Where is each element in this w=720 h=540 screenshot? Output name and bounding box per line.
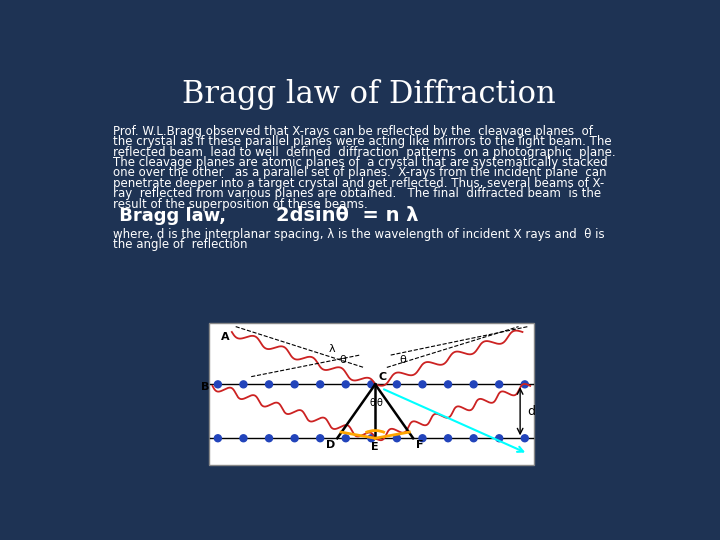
Circle shape (266, 381, 272, 388)
Text: D: D (325, 440, 335, 450)
Circle shape (495, 381, 503, 388)
Text: θ: θ (369, 398, 375, 408)
Circle shape (495, 435, 503, 442)
Text: one over the other   as a parallel set of planes.  X-rays from the incident plan: one over the other as a parallel set of … (113, 166, 607, 179)
Text: Prof. W.L.Bragg observed that X-rays can be reflected by the  cleavage planes  o: Prof. W.L.Bragg observed that X-rays can… (113, 125, 593, 138)
Text: ray  reflected from various planes are obtained.   The final  diffracted beam  i: ray reflected from various planes are ob… (113, 187, 601, 200)
Circle shape (291, 435, 298, 442)
Circle shape (215, 435, 221, 442)
Text: B: B (202, 382, 210, 393)
Text: λ: λ (329, 344, 336, 354)
Circle shape (291, 381, 298, 388)
Text: A: A (221, 332, 230, 342)
Circle shape (470, 381, 477, 388)
Circle shape (368, 435, 375, 442)
Circle shape (240, 435, 247, 442)
Circle shape (342, 435, 349, 442)
Circle shape (368, 381, 375, 388)
Circle shape (419, 435, 426, 442)
Text: d: d (527, 405, 535, 418)
Circle shape (215, 381, 221, 388)
Circle shape (317, 435, 324, 442)
Text: the crystal as if these parallel planes were acting like mirrors to the light be: the crystal as if these parallel planes … (113, 135, 612, 148)
Circle shape (393, 435, 400, 442)
Text: Bragg law of Diffraction: Bragg law of Diffraction (182, 78, 556, 110)
Circle shape (470, 435, 477, 442)
Circle shape (342, 381, 349, 388)
Text: Bragg law,: Bragg law, (113, 207, 226, 225)
Text: 2dsinθ  = n λ: 2dsinθ = n λ (276, 206, 418, 225)
Text: reflected beam  lead to well  defined  diffraction  patterns  on a photographic : reflected beam lead to well defined diff… (113, 146, 616, 159)
Text: The cleavage planes are atomic planes of  a crystal that are systematically stac: The cleavage planes are atomic planes of… (113, 156, 608, 169)
FancyBboxPatch shape (209, 323, 534, 465)
Text: θ: θ (339, 355, 346, 365)
Circle shape (266, 435, 272, 442)
Text: the angle of  reflection: the angle of reflection (113, 238, 248, 251)
Circle shape (521, 381, 528, 388)
Circle shape (521, 435, 528, 442)
Text: result of the superposition of these beams.: result of the superposition of these bea… (113, 198, 368, 211)
Text: C: C (378, 373, 386, 382)
Text: θ: θ (377, 398, 382, 408)
Circle shape (317, 381, 324, 388)
Circle shape (444, 381, 451, 388)
Circle shape (419, 381, 426, 388)
Text: penetrate deeper into a target crystal and get reflected. Thus, several beams of: penetrate deeper into a target crystal a… (113, 177, 605, 190)
Circle shape (444, 435, 451, 442)
Text: E: E (372, 442, 379, 453)
Text: F: F (416, 440, 424, 450)
Text: where, d is the interplanar spacing, λ is the wavelength of incident X rays and : where, d is the interplanar spacing, λ i… (113, 228, 605, 241)
Circle shape (240, 381, 247, 388)
Circle shape (393, 381, 400, 388)
Text: θ: θ (399, 355, 405, 365)
